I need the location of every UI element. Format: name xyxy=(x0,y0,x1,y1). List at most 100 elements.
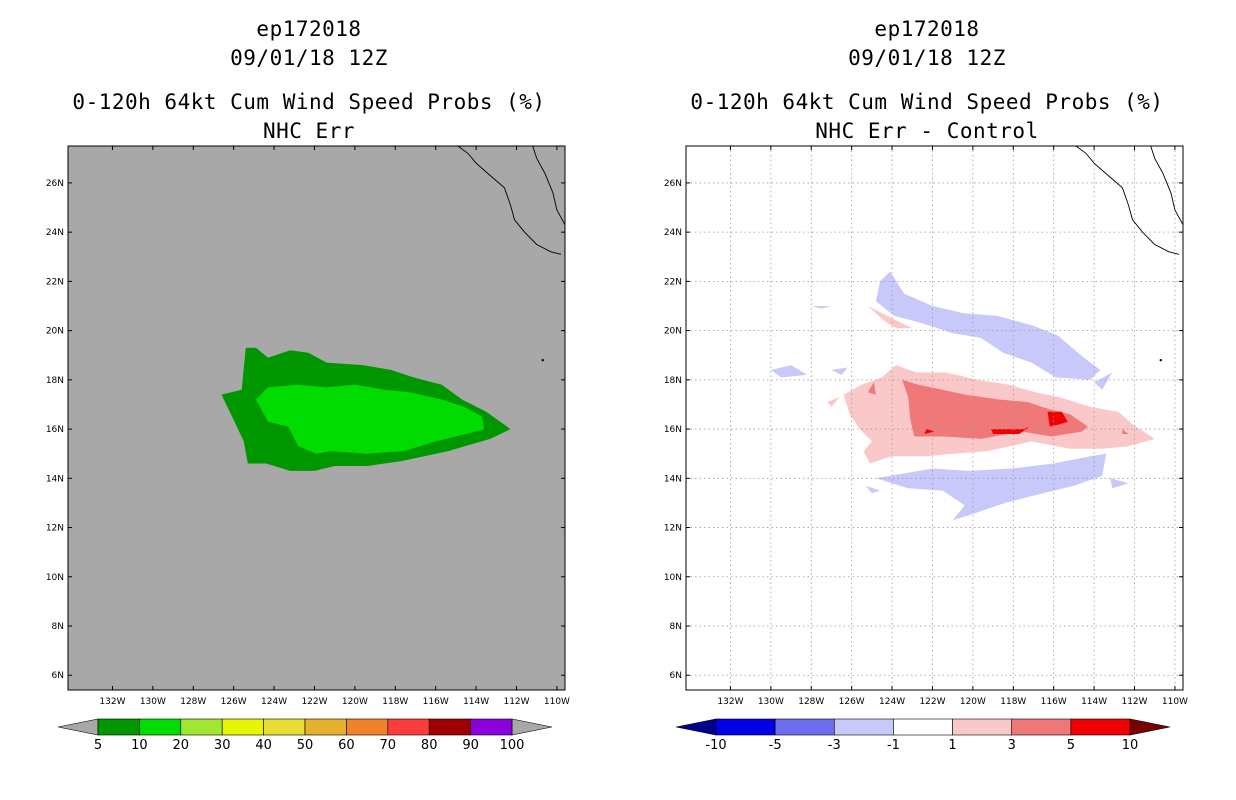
island-marker xyxy=(541,358,544,362)
colorbar-label: 80 xyxy=(421,738,438,753)
colorbar-end-high xyxy=(1129,718,1171,736)
x-tick-label: 118W xyxy=(382,697,408,707)
y-tick-label: 26N xyxy=(46,179,64,189)
product-title: 0-120h 64kt Cum Wind Speed Probs (%) xyxy=(72,90,546,114)
difference-map: 132W 130W 128W 126W 124W 122W 120W 118W 116W 114W… xyxy=(664,145,1188,753)
contour-region-16 xyxy=(924,429,935,434)
contour-region-3 xyxy=(1094,372,1113,390)
island-marker xyxy=(1159,358,1162,362)
colorbar-swatch xyxy=(833,718,894,736)
colorbar-label: 1 xyxy=(948,738,956,753)
x-tick-label: 122W xyxy=(919,697,945,707)
plot-frame xyxy=(67,145,566,691)
y-tick-label: 8N xyxy=(670,622,682,632)
contour-region-15 xyxy=(991,426,1030,434)
contour-region-6 xyxy=(811,306,832,309)
coastline-gulf xyxy=(1150,146,1183,226)
x-tick-label: 112W xyxy=(503,697,529,707)
colorbar-swatch xyxy=(470,718,513,736)
x-tick-label: 130W xyxy=(758,697,784,707)
y-tick-label: 10N xyxy=(46,573,64,583)
colorbar-swatch xyxy=(1011,718,1072,736)
plot-area xyxy=(221,146,565,471)
y-tick-label: 6N xyxy=(52,671,64,681)
colorbar-label: 10 xyxy=(131,738,148,753)
x-tick-label: 132W xyxy=(717,697,743,707)
colorbar-label: 5 xyxy=(94,738,102,753)
colorbar-label: -5 xyxy=(769,738,782,753)
colorbar-swatch xyxy=(428,718,471,736)
x-tick-label: 112W xyxy=(1121,697,1147,707)
contour-region-4 xyxy=(770,365,808,378)
colorbar-swatch xyxy=(715,718,776,736)
colorbar-swatch xyxy=(97,718,140,736)
x-tick-label: 120W xyxy=(960,697,986,707)
x-tick-label: 122W xyxy=(301,697,327,707)
colorbar-swatch xyxy=(387,718,430,736)
y-tick-label: 24N xyxy=(664,228,682,238)
x-tick-label: 124W xyxy=(879,697,905,707)
x-tick-label: 110W xyxy=(1162,697,1188,707)
y-tick-label: 16N xyxy=(664,425,682,435)
contour-region-9 xyxy=(867,306,913,329)
probability-map: 132W 130W 128W 126W 124W 122W 120W 118W 116W 114W… xyxy=(46,145,570,753)
run-title: NHC Err xyxy=(262,119,355,143)
y-tick-label: 18N xyxy=(664,376,682,386)
contour-region-10 xyxy=(827,397,840,407)
coastline-gulf xyxy=(532,146,565,226)
colorbar-swatch xyxy=(139,718,182,736)
colorbar-label: -1 xyxy=(887,738,900,753)
y-tick-label: 14N xyxy=(664,474,682,484)
contour-region-1 xyxy=(875,453,1107,521)
y-tick-label: 12N xyxy=(46,524,64,534)
colorbar-swatch xyxy=(304,718,347,736)
colorbar-label: 20 xyxy=(173,738,190,753)
y-tick-label: 20N xyxy=(664,327,682,337)
date-title: 09/01/18 12Z xyxy=(230,46,388,70)
x-tick-label: 126W xyxy=(839,697,865,707)
x-tick-label: 128W xyxy=(798,697,824,707)
colorbar-end-high xyxy=(511,718,553,736)
colorbar-swatch xyxy=(1070,718,1131,736)
x-tick-label: 114W xyxy=(463,697,489,707)
contour-region-11 xyxy=(902,379,1088,439)
y-tick-label: 10N xyxy=(664,573,682,583)
x-tick-label: 114W xyxy=(1081,697,1107,707)
colorbar-swatch xyxy=(774,718,835,736)
x-tick-label: 116W xyxy=(1041,697,1067,707)
colorbar-swatch xyxy=(346,718,389,736)
contour-region-5 xyxy=(831,367,848,375)
colorbar-swatch xyxy=(263,718,306,736)
contour-region-13 xyxy=(1122,429,1129,434)
contour-region-0 xyxy=(875,271,1101,380)
y-tick-label: 24N xyxy=(46,228,64,238)
colorbar-label: 5 xyxy=(1067,738,1075,753)
y-tick-label: 12N xyxy=(664,524,682,534)
colorbar-swatch xyxy=(221,718,264,736)
contour-region-7 xyxy=(865,485,880,494)
colorbar-label: 10 xyxy=(1122,738,1139,753)
colorbar-swatch xyxy=(893,718,953,736)
colorbar-label: -10 xyxy=(705,738,726,753)
x-tick-label: 116W xyxy=(423,697,449,707)
colorbar-label: 60 xyxy=(338,738,355,753)
y-tick-label: 16N xyxy=(46,425,64,435)
colorbar-label: 50 xyxy=(297,738,314,753)
colorbar-label: 30 xyxy=(214,738,231,753)
colorbar-swatch xyxy=(952,718,1013,736)
y-tick-label: 22N xyxy=(664,277,682,287)
x-tick-label: 130W xyxy=(140,697,166,707)
colorbar-label: 100 xyxy=(500,738,525,753)
storm-id-title: ep172018 xyxy=(256,17,362,41)
y-tick-label: 18N xyxy=(46,376,64,386)
colorbar-label: 70 xyxy=(380,738,397,753)
plot-frame xyxy=(685,145,1184,691)
colorbar-swatch xyxy=(180,718,223,736)
contour-region-1 xyxy=(255,384,485,454)
run-title: NHC Err - Control xyxy=(815,119,1039,143)
storm-id-title: ep172018 xyxy=(874,17,980,41)
colorbar-label: 40 xyxy=(255,738,272,753)
colorbar-label: 90 xyxy=(462,738,479,753)
colorbar-label: -3 xyxy=(828,738,841,753)
colorbar-end-low xyxy=(675,718,717,736)
